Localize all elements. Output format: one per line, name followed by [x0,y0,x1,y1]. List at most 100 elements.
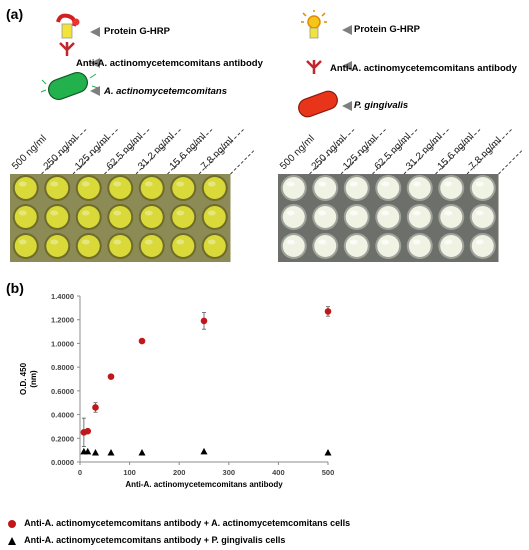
well-highlight [286,210,295,216]
well-highlight [381,239,390,245]
well [14,206,37,228]
well [14,235,37,257]
well-highlight [444,239,453,245]
well [282,177,305,199]
x-axis-title: Anti-A. actinomycetemcomitans antibody(n… [125,480,283,491]
well-highlight [286,239,295,245]
well-highlight [81,181,90,187]
legend-series-2-label: Anti-A. actinomycetemcomitans antibody +… [24,535,286,545]
point-series-1 [138,337,146,345]
point-series-2 [84,447,92,455]
well-highlight [475,210,484,216]
well-highlight [18,210,27,216]
legend-circle-icon [8,519,16,528]
well-highlight [318,181,327,187]
point-series-1 [324,308,332,315]
well [282,235,305,257]
well [314,177,337,199]
header-divider [403,127,451,175]
y-tick-label: 0.2000 [51,434,74,443]
well-highlight [207,239,216,245]
header-divider [435,127,482,175]
well [172,235,195,257]
left-arrows [90,27,100,96]
well-highlight [144,239,153,245]
header-divider [340,127,388,175]
well [77,235,100,257]
y-tick-label: 0.4000 [51,411,74,420]
legend-series-2: Anti-A. actinomycetemcomitans antibody +… [8,535,285,545]
well-highlight [444,181,453,187]
legend-series-1-label: Anti-A. actinomycetemcomitans antibody +… [24,518,351,528]
right-antibody-label: Anti-A. actinomycetemcomitans antibody [330,63,517,74]
antibody-icon [306,60,322,74]
well-highlight [207,181,216,187]
well-highlight [349,181,358,187]
y-tick-label: 1.0000 [51,339,74,348]
header-divider [72,127,120,175]
y-axis-title: O.D. 450(nm) [19,362,38,395]
well [408,177,431,199]
header-divider [230,149,254,175]
well-highlight [144,181,153,187]
y-tick-label: 0.6000 [51,387,74,396]
well-highlight [50,181,59,187]
y-tick-label: 0.0000 [51,458,74,467]
well [140,206,163,228]
well [14,177,37,199]
well [203,177,226,199]
well [109,235,132,257]
well-highlight [176,210,185,216]
well [471,177,494,199]
well-highlight [286,181,295,187]
x-tick-label: 200 [173,468,186,477]
header-divider [104,127,151,175]
point-series-2 [138,449,146,456]
point-series-1 [84,427,92,435]
well-highlight [113,181,122,187]
well [377,177,400,199]
well [408,206,431,228]
point-series-2 [200,447,208,455]
well [172,177,195,199]
x-tick-label: 0 [78,468,82,477]
well [440,177,463,199]
x-tick-label: 400 [272,468,285,477]
well-highlight [318,210,327,216]
well-highlight [412,239,421,245]
well [345,177,368,199]
x-tick-label: 500 [322,468,335,477]
well [77,177,100,199]
well-highlight [50,210,59,216]
well [440,235,463,257]
protein-g-hrp-icon [56,13,80,39]
well-highlight [50,239,59,245]
right-bacteria-label: P. gingivalis [354,100,409,111]
well-highlight [176,239,185,245]
well-highlight [349,210,358,216]
well-highlight [381,181,390,187]
point-series-2 [107,449,115,456]
right-schematic-icons [298,10,338,118]
well-highlight [475,239,484,245]
header-divider [167,127,214,175]
well-highlight [81,239,90,245]
header-divider [198,127,246,175]
panel-b-label: (b) [6,280,24,296]
y-tick-label: 1.2000 [51,316,74,325]
legend-series-1: Anti-A. actinomycetemcomitans antibody +… [8,518,350,528]
left-antibody-label: Anti-A. actinomycetemcomitans antibody [76,58,263,69]
well [345,235,368,257]
left-protein-label: Protein G-HRP [104,26,170,37]
well [345,206,368,228]
right-protein-label: Protein G-HRP [354,24,420,35]
y-tick-label: 0.8000 [51,363,74,372]
left-bacteria-label: A. actinomycetemcomitans [104,86,228,97]
well-highlight [81,210,90,216]
well [471,235,494,257]
well [77,206,100,228]
antibody-icon [59,42,75,56]
well-highlight [381,210,390,216]
